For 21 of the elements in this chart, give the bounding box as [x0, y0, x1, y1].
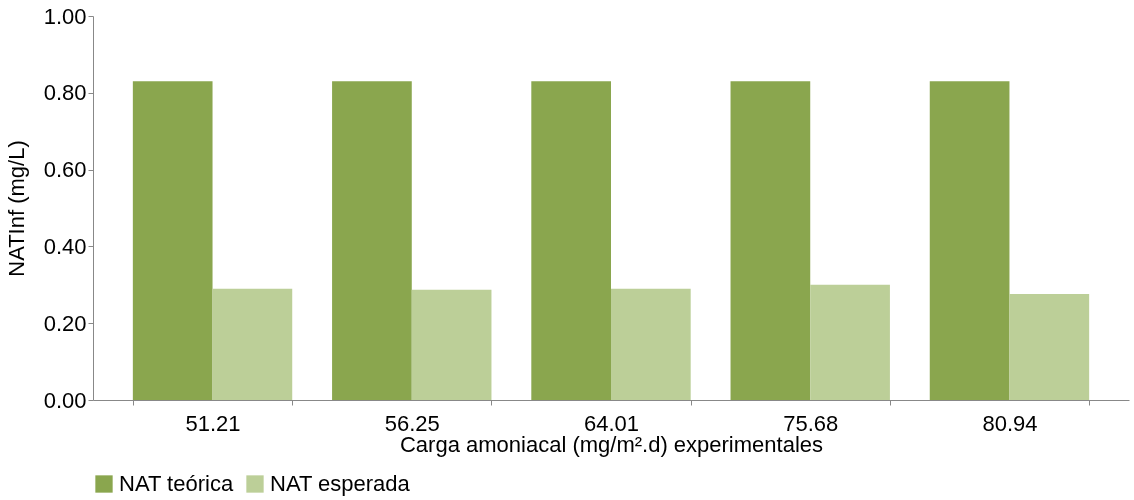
bar	[132, 81, 213, 400]
bar	[1009, 294, 1090, 400]
y-tick-label: 0.60	[43, 157, 87, 183]
bar	[929, 81, 1010, 400]
bar	[531, 81, 611, 400]
y-tick-label: 0.00	[43, 387, 87, 413]
bar	[212, 288, 293, 400]
bar	[730, 81, 811, 400]
bar	[332, 81, 412, 400]
x-tick-label: 51.21	[185, 410, 241, 436]
x-tick-label: 80.94	[982, 410, 1038, 436]
legend-label: NAT esperada	[270, 471, 411, 496]
y-tick-label: 0.40	[43, 233, 87, 259]
y-tick-label: 0.80	[43, 80, 87, 106]
y-axis-title: NATInf (mg/L)	[3, 140, 29, 277]
bar	[611, 288, 691, 400]
y-tick-label: 1.00	[43, 3, 87, 29]
bar	[810, 284, 890, 400]
y-tick-label: 0.20	[43, 310, 87, 336]
bar	[411, 289, 492, 400]
legend-label: NAT teórica	[119, 471, 234, 496]
